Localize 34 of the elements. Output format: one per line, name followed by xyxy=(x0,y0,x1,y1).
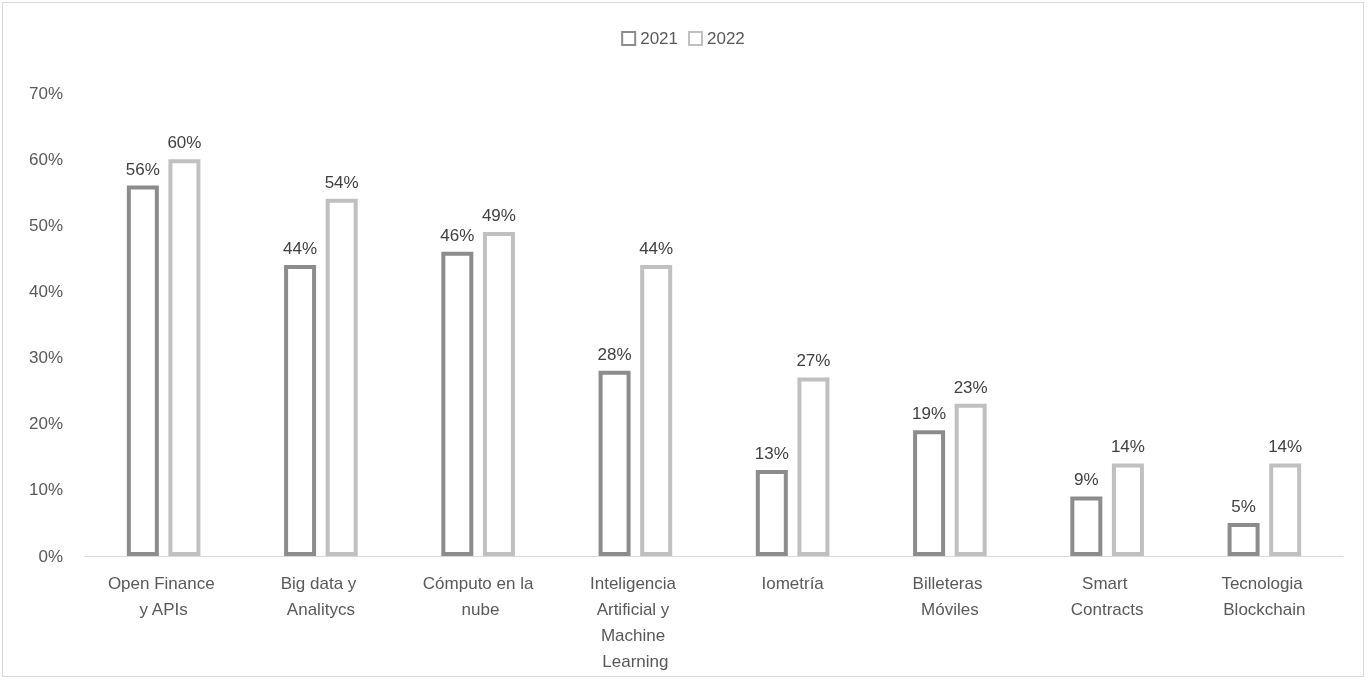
data-label: 14% xyxy=(1268,437,1303,457)
data-label: 46% xyxy=(440,225,475,245)
data-label: 19% xyxy=(912,404,947,424)
data-label: 23% xyxy=(953,377,988,397)
y-tick-label: 70% xyxy=(28,83,63,103)
y-tick-label: 40% xyxy=(28,281,63,301)
y-tick-label: 60% xyxy=(28,149,63,169)
data-label: 13% xyxy=(754,444,789,464)
data-label: 49% xyxy=(481,205,516,225)
data-label: 5% xyxy=(1231,496,1256,516)
data-label: 14% xyxy=(1110,437,1145,457)
legend-label: 2022 xyxy=(707,29,745,48)
data-label: 28% xyxy=(597,344,632,364)
y-tick-label: 50% xyxy=(28,215,63,235)
x-tick-label: Billeteras Móviles xyxy=(912,573,988,619)
y-tick-label: 10% xyxy=(28,480,63,500)
data-label: 44% xyxy=(639,238,674,258)
x-tick-label: Big data y Analitycs xyxy=(280,573,362,619)
y-tick-label: 20% xyxy=(28,414,63,434)
x-tick-label: Open Finance y APIs xyxy=(107,573,220,619)
data-label: 44% xyxy=(283,238,318,258)
y-tick-label: 0% xyxy=(38,546,63,566)
x-tick-label: Smart Contracts xyxy=(1070,573,1144,619)
x-tick-label: Cómputo en la nube xyxy=(422,573,534,619)
data-label: 9% xyxy=(1074,470,1099,490)
data-label: 27% xyxy=(796,351,831,371)
x-tick-label: Iometría xyxy=(761,573,825,593)
data-label: 54% xyxy=(324,172,359,192)
legend-label: 2021 xyxy=(640,29,679,48)
data-label: 56% xyxy=(125,159,160,179)
data-label: 60% xyxy=(167,133,202,153)
x-tick-label: Inteligencia Artificial y Machine Learning xyxy=(590,573,681,671)
x-tick-label: Tecnologia Blockchain xyxy=(1221,573,1308,619)
y-tick-label: 30% xyxy=(28,348,63,368)
